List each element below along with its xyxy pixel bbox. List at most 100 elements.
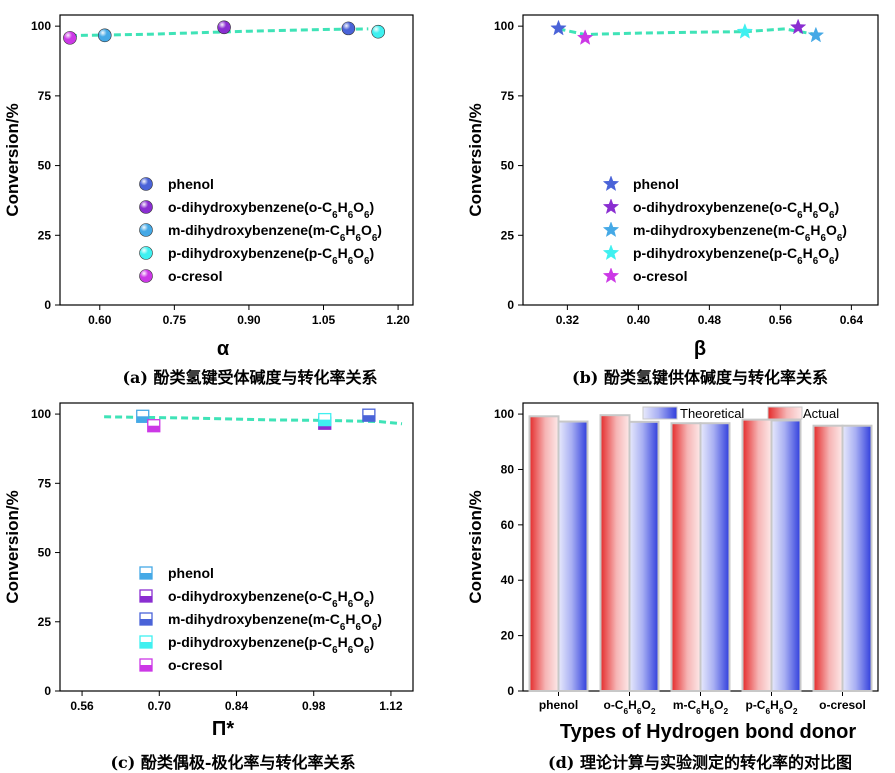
y-tick-label: 75	[38, 476, 52, 490]
x-tick-label: 0.90	[237, 313, 261, 327]
legend-marker	[139, 566, 153, 580]
x-axis-label: Types of Hydrogen bond donor	[560, 721, 856, 743]
legend-entry: p-dihydroxybenzene(p-C6H6O6)	[168, 634, 374, 656]
y-tick-label: 0	[44, 684, 51, 698]
x-tick-label: 0.56	[769, 313, 793, 327]
legend-entry: Theoretical	[680, 406, 744, 421]
legend-entry: phenol	[633, 176, 679, 192]
y-tick-label: 80	[501, 462, 515, 476]
y-tick-label: 25	[38, 615, 52, 629]
bar-theoretical	[841, 424, 873, 692]
category-label: m-C6H6O2	[673, 698, 729, 716]
y-tick-label: 20	[501, 629, 515, 643]
y-tick-label: 100	[31, 19, 51, 33]
y-tick-label: 50	[38, 159, 52, 173]
legend-marker	[139, 589, 153, 603]
legend-swatch	[767, 406, 803, 420]
legend-entry: o-cresol	[168, 657, 222, 673]
legend-marker	[139, 223, 153, 237]
legend-marker	[602, 175, 620, 192]
legend-marker	[139, 612, 153, 626]
x-tick-label: 0.70	[148, 699, 172, 713]
panel-d: 0 20 40 60 80 100 Conversion/% phenol o-C6H6O2 m-…	[466, 402, 879, 772]
y-tick-label: 75	[38, 89, 52, 103]
y-axis-label: Conversion/%	[466, 103, 485, 216]
y-axis-label: Conversion/%	[3, 103, 22, 216]
legend-entry: p-dihydroxybenzene(p-C6H6O6)	[168, 245, 374, 267]
data-point	[136, 409, 150, 423]
bar-actual	[670, 422, 702, 692]
data-point	[217, 20, 231, 35]
legend-marker	[139, 200, 153, 214]
panel-a: 0 25 50 75 100 0.60 0.75 0.90 1.05 1.20 Conversion…	[3, 14, 414, 387]
legend-marker	[139, 635, 153, 649]
legend-entry: m-dihydroxybenzene(m-C6H6O6)	[168, 222, 382, 244]
legend-entry: o-dihydroxybenzene(o-C6H6O6)	[633, 199, 839, 221]
y-tick-label: 25	[38, 228, 52, 242]
bar-actual	[812, 424, 844, 692]
category-label: o-C6H6O2	[603, 698, 655, 716]
legend-entry: o-dihydroxybenzene(o-C6H6O6)	[168, 588, 374, 610]
x-tick-label: 0.98	[302, 699, 326, 713]
data-point	[807, 26, 825, 43]
y-tick-label: 100	[494, 407, 514, 421]
data-point	[550, 19, 567, 36]
x-tick-label: 1.20	[386, 313, 410, 327]
y-tick-label: 25	[501, 228, 515, 242]
legend-marker	[139, 177, 153, 191]
data-point	[362, 408, 376, 422]
data-point	[371, 24, 385, 39]
category-label: phenol	[539, 698, 578, 712]
legend-swatch	[642, 406, 678, 420]
legend-entry: o-dihydroxybenzene(o-C6H6O6)	[168, 199, 374, 221]
y-tick-label: 75	[501, 89, 515, 103]
x-tick-label: 0.40	[627, 313, 651, 327]
legend-entry: Actual	[803, 406, 839, 421]
legend-marker	[602, 198, 620, 215]
data-point	[736, 23, 754, 39]
figure-caption: (d) 理论计算与实验测定的转化率的对比图	[548, 753, 852, 772]
figure-caption: (a) 酚类氢键受体碱度与转化率关系	[122, 368, 377, 387]
category-label: p-C6H6O2	[745, 698, 797, 716]
plot-frame	[59, 14, 414, 306]
x-axis-label: β	[694, 338, 706, 360]
x-tick-label: 0.64	[840, 313, 864, 327]
x-tick-label: 0.32	[556, 313, 580, 327]
bar-actual	[599, 414, 631, 692]
legend-entry: m-dihydroxybenzene(m-C6H6O6)	[168, 611, 382, 633]
legend-marker	[139, 246, 153, 260]
legend-entry: p-dihydroxybenzene(p-C6H6O6)	[633, 245, 839, 267]
bar-theoretical	[770, 419, 802, 692]
trend-line	[558, 27, 817, 37]
y-tick-label: 0	[507, 298, 514, 312]
legend-marker	[602, 221, 620, 238]
data-point	[147, 419, 161, 433]
legend-marker	[139, 658, 153, 672]
bar-theoretical	[628, 420, 660, 692]
legend-marker	[602, 244, 620, 261]
legend-entry: m-dihydroxybenzene(m-C6H6O6)	[633, 222, 847, 244]
y-tick-label: 50	[501, 159, 515, 173]
category-label: o-cresol	[819, 698, 866, 712]
panel-b: 0 25 50 75 100 0.32 0.40 0.48 0.56 0.64 Conversion…	[466, 14, 879, 387]
panel-c: 0 25 50 75 100 0.56 0.70 0.84 0.98 1.12 Conversion…	[3, 402, 414, 772]
x-tick-label: 0.75	[163, 313, 187, 327]
legend-entry: phenol	[168, 565, 214, 581]
bar-theoretical	[699, 422, 731, 692]
data-point	[63, 31, 77, 45]
x-tick-label: 0.48	[698, 313, 722, 327]
y-tick-label: 0	[44, 298, 51, 312]
y-tick-label: 100	[494, 19, 514, 33]
y-tick-label: 60	[501, 518, 515, 532]
bar-actual	[528, 415, 560, 692]
trend-line	[69, 27, 369, 38]
figure-caption: (c) 酚类偶极-极化率与转化率关系	[110, 753, 355, 772]
plot-frame	[522, 14, 879, 306]
bar-actual	[741, 418, 773, 692]
y-tick-label: 0	[507, 684, 514, 698]
x-axis-label: α	[217, 338, 230, 360]
y-tick-label: 40	[501, 573, 515, 587]
legend-marker	[139, 269, 153, 283]
y-tick-label: 50	[38, 546, 52, 560]
